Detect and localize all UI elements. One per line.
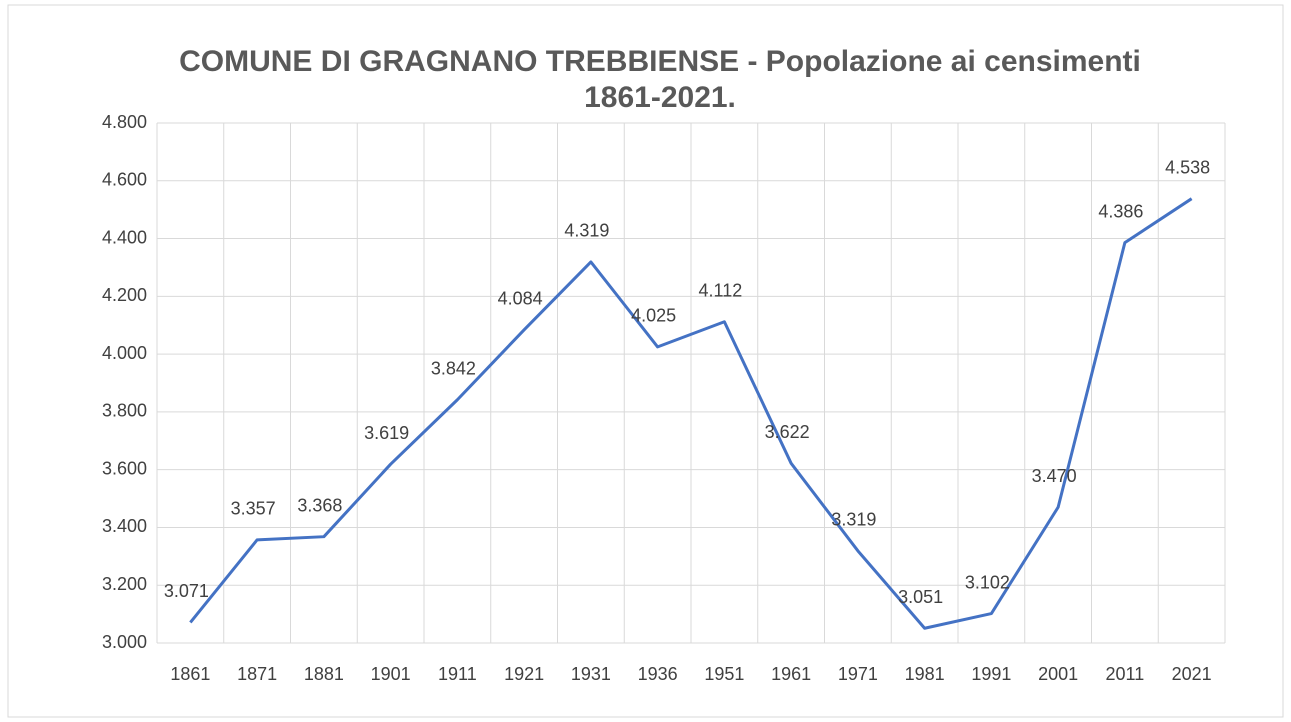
x-tick-label: 1971	[838, 664, 878, 684]
data-label: 3.368	[297, 495, 342, 515]
x-tick-label: 1951	[704, 664, 744, 684]
x-tick-label: 1911	[438, 664, 477, 684]
data-label: 4.538	[1165, 157, 1210, 177]
data-label: 4.025	[631, 306, 676, 326]
x-tick-label: 1861	[170, 664, 210, 684]
x-tick-label: 2021	[1172, 664, 1212, 684]
y-tick-label: 4.400	[102, 227, 147, 247]
x-tick-label: 1961	[771, 664, 811, 684]
data-label: 3.102	[965, 572, 1010, 592]
y-tick-label: 3.000	[102, 632, 147, 652]
x-tick-label: 1936	[638, 664, 678, 684]
data-label: 4.084	[498, 289, 543, 309]
x-tick-label: 2011	[1106, 664, 1145, 684]
y-tick-label: 3.600	[102, 458, 147, 478]
x-tick-label: 1921	[504, 664, 544, 684]
data-label: 3.319	[831, 510, 876, 530]
data-label: 4.386	[1098, 201, 1143, 221]
y-tick-label: 4.000	[102, 343, 147, 363]
y-tick-label: 4.800	[102, 112, 147, 132]
chart-border	[7, 4, 1284, 718]
data-label: 3.619	[364, 423, 409, 443]
line	[189, 197, 1193, 630]
y-tick-label: 3.800	[102, 401, 147, 421]
x-tick-label: 1931	[571, 664, 611, 684]
x-tick-label: 1991	[971, 664, 1011, 684]
x-tick-label: 1871	[237, 664, 277, 684]
data-label: 3.051	[898, 587, 943, 607]
data-label: 3.842	[431, 359, 476, 379]
y-tick-label: 4.200	[102, 285, 147, 305]
chart-title: COMUNE DI GRAGNANO TREBBIENSE - Popolazi…	[179, 45, 1141, 114]
y-tick-label: 3.200	[102, 574, 147, 594]
y-tick-label: 4.600	[102, 170, 147, 190]
y-tick-label: 3.400	[102, 516, 147, 536]
data-label: 4.319	[564, 221, 609, 241]
data-label: 3.071	[164, 581, 209, 601]
x-tick-label: 1901	[371, 664, 411, 684]
x-tick-label: 1881	[304, 664, 344, 684]
x-tick-label: 2001	[1038, 664, 1078, 684]
data-label: 4.112	[699, 281, 743, 301]
data-label: 3.357	[231, 499, 276, 519]
x-tick-label: 1981	[905, 664, 945, 684]
data-label: 3.470	[1032, 466, 1077, 486]
data-label: 3.622	[765, 422, 810, 442]
